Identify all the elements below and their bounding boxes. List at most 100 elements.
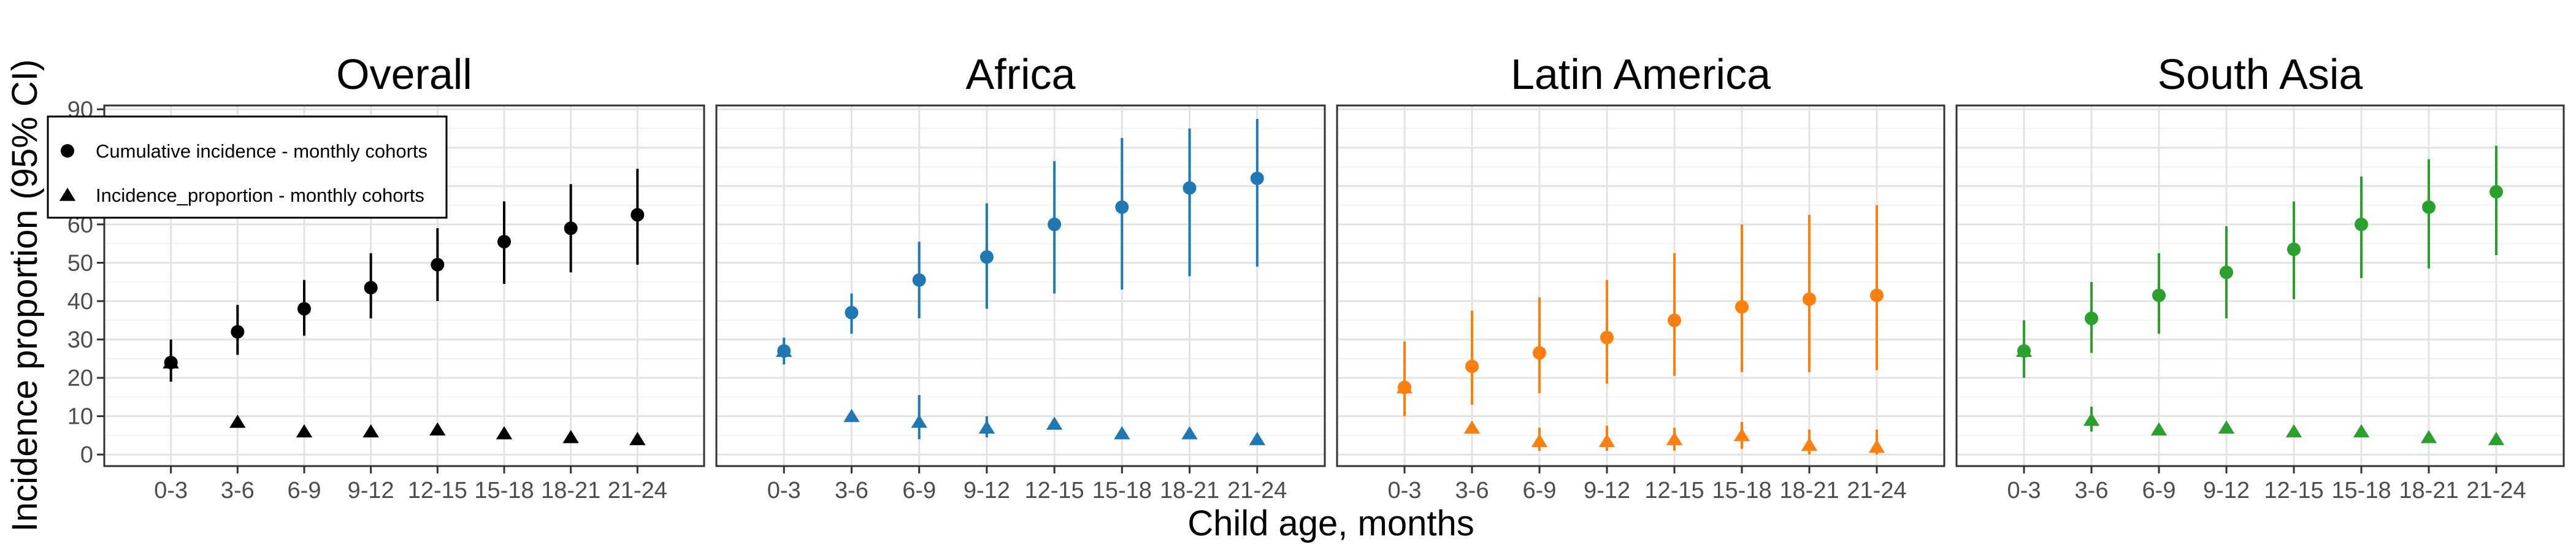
data-point-triangle — [1463, 420, 1481, 434]
y-tick-label: 50 — [67, 250, 93, 276]
x-tick-label: 12-15 — [1025, 478, 1084, 503]
data-point-triangle — [229, 415, 246, 428]
y-axis-label: Incidence proportion (95% CI) — [5, 59, 45, 532]
x-tick-label: 21-24 — [608, 478, 667, 503]
data-point-circle — [1115, 200, 1129, 214]
data-point-circle — [2422, 200, 2436, 214]
data-point-triangle — [1666, 432, 1683, 445]
data-point-circle — [297, 302, 311, 316]
data-point-circle — [231, 325, 245, 339]
data-point-circle — [1735, 300, 1749, 314]
panel-title: Latin America — [1511, 50, 1771, 98]
x-tick-label: 6-9 — [902, 478, 936, 503]
x-tick-label: 3-6 — [835, 478, 868, 503]
panel-title: Overall — [336, 50, 472, 98]
data-point-triangle — [2488, 432, 2505, 445]
series-incidence — [163, 355, 646, 445]
panel-3: South Asia 0-3 3-6 6-9 9-12 12-15 15-18 18-21 21… — [1955, 50, 2565, 503]
data-point-circle — [2355, 217, 2368, 231]
panel-title: South Asia — [2158, 50, 2363, 98]
legend: Cumulative incidence - monthly cohorts In… — [47, 115, 448, 219]
x-tick-label: 9-12 — [348, 478, 394, 503]
data-point-triangle — [2150, 422, 2168, 436]
data-point-triangle — [163, 355, 179, 369]
data-point-triangle — [2353, 424, 2370, 438]
data-point-triangle — [1114, 426, 1130, 440]
data-point-circle — [1183, 181, 1197, 195]
data-point-triangle — [1046, 416, 1063, 430]
x-tick-label: 21-24 — [2466, 478, 2526, 503]
data-point-triangle — [1396, 380, 1413, 394]
data-point-triangle — [1733, 427, 1750, 442]
x-tick-label: 0-3 — [2007, 478, 2041, 503]
data-point-triangle — [1868, 439, 1885, 453]
data-point-circle — [2085, 312, 2098, 326]
data-point-triangle — [978, 420, 995, 434]
x-tick-label: 0-3 — [154, 478, 188, 503]
panel-0: Overall01020304050607080900-33-66-99-121… — [67, 50, 705, 503]
data-point-circle — [1600, 331, 1614, 345]
data-point-circle — [845, 305, 859, 320]
series-cumulative — [777, 118, 1264, 365]
data-point-triangle — [2218, 420, 2235, 434]
data-point-circle — [1048, 217, 1062, 231]
panel-title: Africa — [966, 50, 1076, 98]
data-point-triangle — [429, 422, 446, 436]
data-point-circle — [364, 281, 378, 295]
data-point-circle — [631, 208, 645, 222]
x-tick-label: 3-6 — [1455, 478, 1489, 503]
y-tick-label: 0 — [80, 442, 93, 468]
data-point-triangle — [2285, 424, 2302, 438]
y-tick-label: 30 — [67, 327, 93, 353]
data-point-circle — [2490, 185, 2503, 199]
data-point-triangle — [2083, 412, 2100, 426]
y-tick-label: 20 — [67, 366, 93, 391]
data-point-circle — [1870, 288, 1884, 302]
data-point-circle — [1250, 171, 1264, 185]
data-point-triangle — [1598, 434, 1616, 447]
data-point-circle — [2287, 242, 2301, 256]
data-point-circle — [1803, 292, 1816, 306]
data-point-triangle — [1249, 432, 1265, 445]
y-tick-label: 40 — [67, 289, 93, 315]
x-tick-label: 3-6 — [221, 478, 255, 503]
x-tick-label: 6-9 — [2142, 478, 2176, 503]
legend-item-label: Incidence_proportion - monthly cohorts — [96, 185, 424, 206]
x-tick-label: 9-12 — [1584, 478, 1630, 503]
series-cumulative — [2017, 145, 2503, 378]
data-point-triangle — [1801, 437, 1818, 451]
data-point-triangle — [911, 415, 927, 428]
data-point-circle — [1668, 313, 1681, 327]
x-tick-label: 3-6 — [2075, 478, 2109, 503]
data-point-triangle — [1531, 434, 1548, 447]
x-tick-label: 0-3 — [767, 478, 801, 503]
data-point-triangle — [562, 430, 579, 443]
data-point-circle — [912, 273, 926, 287]
x-tick-label: 15-18 — [474, 478, 534, 503]
x-tick-label: 18-21 — [1160, 478, 1219, 503]
data-point-triangle — [1181, 426, 1198, 440]
panel-1: Africa 0-3 3-6 6-9 9-12 12-15 15-18 18-21 21-24 — [715, 50, 1326, 503]
x-tick-label: 15-18 — [1092, 478, 1152, 503]
data-point-circle — [431, 258, 445, 272]
x-tick-label: 0-3 — [1388, 478, 1422, 503]
x-tick-label: 18-21 — [541, 478, 600, 503]
data-point-circle — [564, 221, 578, 235]
data-point-circle — [2152, 288, 2166, 302]
legend-item-label: Cumulative incidence - monthly cohorts — [96, 140, 427, 162]
panel-border — [1955, 104, 2565, 467]
series-incidence — [776, 343, 1265, 445]
data-point-circle — [497, 235, 511, 249]
x-tick-label: 21-24 — [1847, 478, 1906, 503]
x-tick-label: 12-15 — [408, 478, 467, 503]
series-incidence — [1396, 380, 1885, 455]
x-tick-label: 15-18 — [1712, 478, 1771, 503]
x-tick-label: 21-24 — [1227, 478, 1287, 503]
x-tick-label: 9-12 — [2203, 478, 2250, 503]
panel-border — [103, 104, 705, 467]
data-point-circle — [1465, 359, 1479, 373]
data-point-circle — [1533, 346, 1546, 360]
panel-2: Latin America 0-3 3-6 6-9 9-12 12-15 15-18 18-2… — [1336, 50, 1945, 503]
x-tick-label: 18-21 — [1779, 478, 1839, 503]
